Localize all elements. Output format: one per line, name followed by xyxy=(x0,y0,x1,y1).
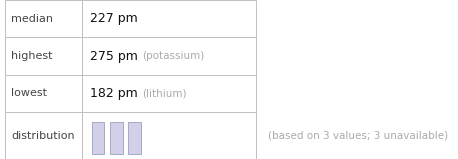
Text: distribution: distribution xyxy=(11,131,75,141)
Text: (based on 3 values; 3 unavailable): (based on 3 values; 3 unavailable) xyxy=(268,131,448,141)
Text: (lithium): (lithium) xyxy=(142,88,187,98)
Bar xyxy=(92,122,104,154)
Text: 275 pm: 275 pm xyxy=(90,50,138,62)
Bar xyxy=(110,122,123,154)
Text: 227 pm: 227 pm xyxy=(90,12,137,25)
Bar xyxy=(128,122,141,154)
Text: lowest: lowest xyxy=(11,88,47,98)
Bar xyxy=(5,0,256,159)
Text: (potassium): (potassium) xyxy=(142,51,205,61)
Text: 182 pm: 182 pm xyxy=(90,87,137,100)
Text: highest: highest xyxy=(11,51,53,61)
Text: median: median xyxy=(11,14,53,24)
